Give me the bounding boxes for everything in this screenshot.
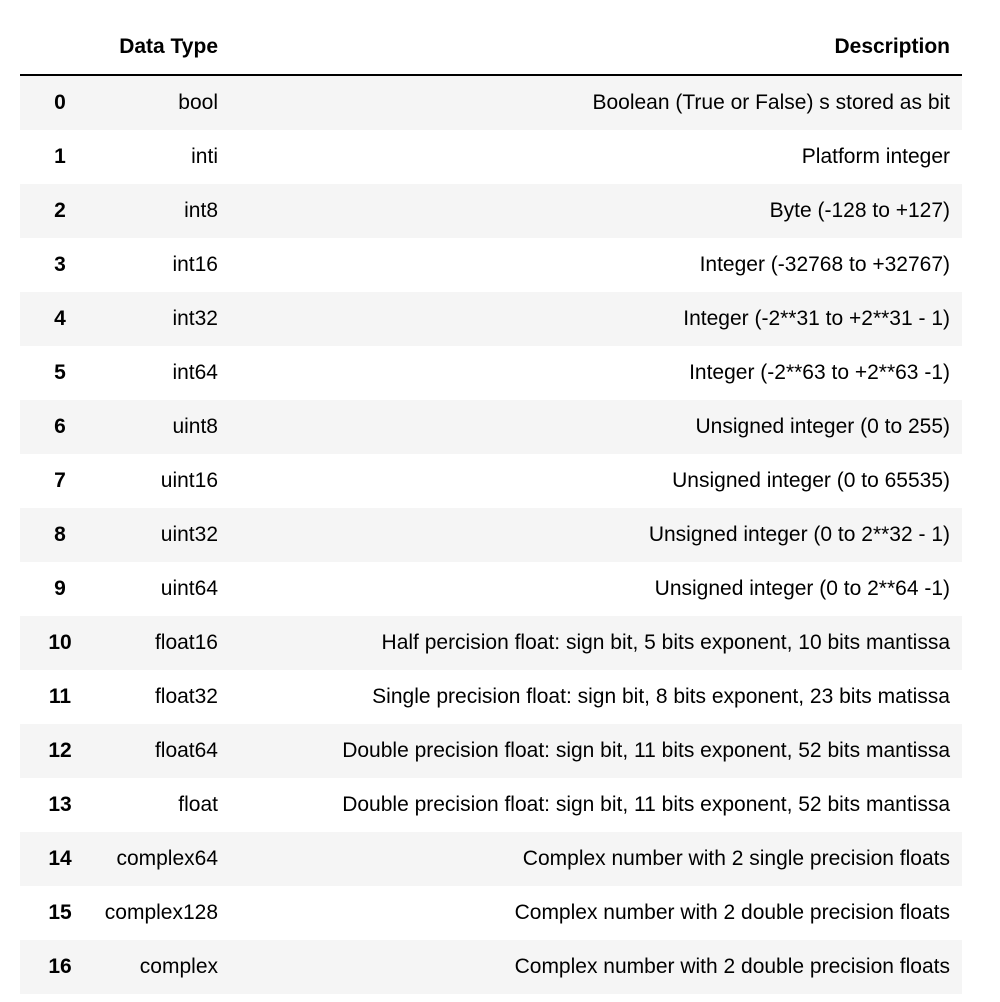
table-row: 13 float Double precision float: sign bit,… (20, 778, 962, 832)
row-index: 13 (48, 793, 72, 816)
dataframe-table-container: Data Type Description 0 bool Boolean (True… (20, 20, 962, 994)
description-cell: Unsigned integer (0 to 2**32 - 1) (648, 523, 950, 546)
table-row: 3 int16 Integer (-32768 to +32767) (20, 238, 962, 292)
data-type-cell: uint16 (160, 469, 218, 492)
row-index: 7 (54, 469, 66, 492)
header-row: Data Type Description (20, 20, 962, 76)
table-row: 15 complex128 Complex number with 2 double… (20, 886, 962, 940)
row-index-cell: 6 (20, 400, 80, 454)
row-index-cell: 9 (20, 562, 80, 616)
data-type-cell: float16 (154, 631, 218, 654)
description-cell: Single precision float: sign bit, 8 bits… (372, 685, 950, 708)
table-row: 8 uint32 Unsigned integer (0 to 2**32 - 1) (20, 508, 962, 562)
description-cell: Integer (-2**31 to +2**31 - 1) (683, 307, 950, 330)
data-type-cell: int32 (172, 307, 218, 330)
data-type-cell: int16 (172, 253, 218, 276)
description-cell: Unsigned integer (0 to 2**64 -1) (654, 577, 950, 600)
description-cell: Byte (-128 to +127) (769, 199, 950, 222)
data-type-cell: complex (139, 955, 218, 978)
data-type-cell: uint32 (160, 523, 218, 546)
table-row: 9 uint64 Unsigned integer (0 to 2**64 -1) (20, 562, 962, 616)
description-cell: Boolean (True or False) s stored as bit (592, 91, 950, 114)
header-data-type: Data Type (80, 20, 230, 76)
row-index: 11 (48, 685, 72, 708)
row-index-cell: 1 (20, 130, 80, 184)
row-index: 6 (54, 415, 66, 438)
row-index: 12 (48, 739, 72, 762)
dataframe-table: Data Type Description 0 bool Boolean (True… (20, 20, 962, 994)
table-row: 6 uint8 Unsigned integer (0 to 255) (20, 400, 962, 454)
data-type-cell: int8 (184, 199, 218, 222)
description-cell: Complex number with 2 double precision f… (514, 901, 950, 924)
row-index: 5 (54, 361, 66, 384)
row-index-cell: 0 (20, 75, 80, 130)
description-cell: Unsigned integer (0 to 65535) (672, 469, 950, 492)
table-row: 4 int32 Integer (-2**31 to +2**31 - 1) (20, 292, 962, 346)
data-type-cell: float (178, 793, 218, 816)
row-index-cell: 14 (20, 832, 80, 886)
data-type-cell: uint64 (160, 577, 218, 600)
table-row: 1 inti Platform integer (20, 130, 962, 184)
row-index: 15 (48, 901, 72, 924)
row-index: 9 (54, 577, 66, 600)
row-index-cell: 4 (20, 292, 80, 346)
table-header: Data Type Description (20, 20, 962, 76)
table-row: 7 uint16 Unsigned integer (0 to 65535) (20, 454, 962, 508)
description-cell: Integer (-32768 to +32767) (699, 253, 950, 276)
table-row: 0 bool Boolean (True or False) s stored as… (20, 75, 962, 130)
table-row: 11 float32 Single precision float: sign bi… (20, 670, 962, 724)
description-cell: Double precision float: sign bit, 11 bit… (342, 739, 950, 762)
row-index-cell: 2 (20, 184, 80, 238)
row-index: 14 (48, 847, 72, 870)
description-cell: Half percision float: sign bit, 5 bits e… (381, 631, 950, 654)
row-index: 0 (54, 91, 66, 114)
table-row: 10 float16 Half percision float: sign bit,… (20, 616, 962, 670)
header-description: Description (230, 20, 962, 76)
row-index: 8 (54, 523, 66, 546)
row-index-cell: 13 (20, 778, 80, 832)
row-index-cell: 8 (20, 508, 80, 562)
row-index-cell: 3 (20, 238, 80, 292)
row-index-cell: 15 (20, 886, 80, 940)
header-index (20, 20, 80, 76)
description-cell: Integer (-2**63 to +2**63 -1) (689, 361, 950, 384)
table-row: 5 int64 Integer (-2**63 to +2**63 -1) (20, 346, 962, 400)
table-row: 12 float64 Double precision float: sign bi… (20, 724, 962, 778)
row-index-cell: 7 (20, 454, 80, 508)
row-index-cell: 11 (20, 670, 80, 724)
row-index: 1 (54, 145, 66, 168)
data-type-cell: int64 (172, 361, 218, 384)
description-cell: Unsigned integer (0 to 255) (695, 415, 951, 438)
row-index: 4 (54, 307, 66, 330)
row-index: 3 (54, 253, 66, 276)
description-cell: Double precision float: sign bit, 11 bit… (342, 793, 950, 816)
description-cell: Platform integer (801, 145, 950, 168)
data-type-cell: float32 (154, 685, 218, 708)
data-type-cell: bool (178, 91, 218, 114)
row-index: 10 (48, 631, 72, 654)
description-cell: Complex number with 2 double precision f… (514, 955, 950, 978)
table-row: 16 complex Complex number with 2 double pr… (20, 940, 962, 994)
data-type-cell: uint8 (172, 415, 218, 438)
row-index: 2 (54, 199, 66, 222)
data-type-cell: float64 (154, 739, 218, 762)
data-type-cell: inti (191, 145, 218, 168)
row-index-cell: 16 (20, 940, 80, 994)
row-index: 16 (48, 955, 72, 978)
data-type-cell: complex64 (116, 847, 218, 870)
data-type-cell: complex128 (104, 901, 218, 924)
description-cell: Complex number with 2 single precision f… (522, 847, 950, 870)
table-row: 14 complex64 Complex number with 2 single … (20, 832, 962, 886)
table-body: 0 bool Boolean (True or False) s stored as… (20, 75, 962, 994)
table-row: 2 int8 Byte (-128 to +127) (20, 184, 962, 238)
row-index-cell: 12 (20, 724, 80, 778)
row-index-cell: 5 (20, 346, 80, 400)
row-index-cell: 10 (20, 616, 80, 670)
